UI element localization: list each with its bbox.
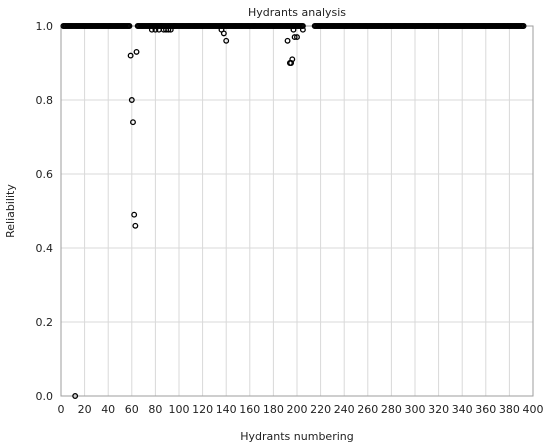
x-tick-label: 0: [58, 403, 65, 416]
x-tick-label: 240: [334, 403, 355, 416]
x-tick-label: 320: [428, 403, 449, 416]
data-point: [294, 34, 300, 41]
x-tick-label: 20: [78, 403, 92, 416]
data-point: [128, 97, 135, 103]
data-point: [167, 26, 174, 33]
data-point: [133, 48, 140, 55]
data-point: [299, 26, 306, 33]
x-tick-label: 380: [499, 403, 520, 416]
x-tick-label: 120: [192, 403, 213, 416]
x-tick-label: 40: [101, 403, 115, 416]
y-tick-labels: 0.0 0.2 0.4 0.6 0.8 1.0: [36, 20, 54, 403]
y-tick-label: 0.0: [36, 390, 54, 403]
x-tick-label: 400: [523, 403, 544, 416]
data-point: [520, 23, 527, 29]
y-tick-label: 0.2: [36, 316, 54, 329]
data-point: [299, 23, 306, 29]
data-point: [290, 26, 297, 33]
data-point: [171, 23, 178, 29]
x-tick-label: 260: [357, 403, 378, 416]
x-tick-label: 300: [405, 403, 426, 416]
x-tick-label: 80: [148, 403, 162, 416]
chart-title: Hydrants analysis: [248, 6, 346, 19]
x-tick-label: 140: [216, 403, 237, 416]
data-point: [148, 26, 155, 33]
y-axis-title: Reliability: [4, 184, 17, 238]
data-point: [132, 222, 139, 229]
x-tick-label: 360: [475, 403, 496, 416]
x-tick-label: 60: [125, 403, 139, 416]
data-point: [152, 26, 159, 33]
x-tick-labels: 0 20 40 60 80 100 120 140 160 180 200 220 240 260 280 3…: [58, 403, 544, 416]
y-tick-label: 0.4: [36, 242, 54, 255]
data-point: [165, 26, 172, 33]
x-tick-label: 280: [381, 403, 402, 416]
x-tick-label: 160: [239, 403, 260, 416]
data-point: [72, 393, 79, 399]
y-tick-label: 0.8: [36, 94, 54, 107]
y-tick-label: 0.6: [36, 168, 54, 181]
data-point: [284, 37, 291, 44]
data-point: [126, 23, 133, 29]
grid: [60, 25, 534, 397]
data-point: [127, 52, 134, 59]
x-tick-label: 100: [169, 403, 190, 416]
data-point: [223, 37, 230, 44]
x-tick-label: 340: [452, 403, 473, 416]
data-point: [220, 30, 227, 37]
y-tick-label: 1.0: [36, 20, 54, 33]
x-tick-label: 200: [287, 403, 308, 416]
data-point: [289, 56, 296, 63]
data-point: [291, 34, 298, 41]
data-points: [60, 23, 527, 399]
x-axis-title: Hydrants numbering: [240, 430, 353, 443]
data-point: [131, 211, 138, 218]
x-tick-label: 220: [310, 403, 331, 416]
data-point: [130, 119, 136, 126]
x-tick-label: 180: [263, 403, 284, 416]
